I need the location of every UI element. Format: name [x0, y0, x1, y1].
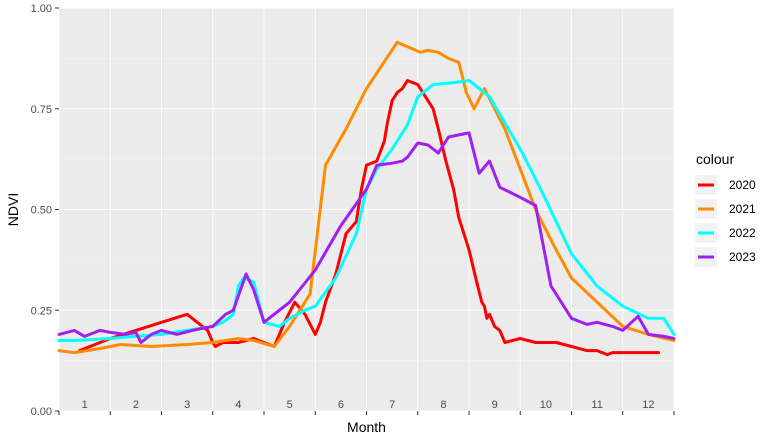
- y-tick-label: 0.25: [31, 305, 52, 317]
- legend: colour 2020 2021 2022 2023: [695, 151, 756, 267]
- x-tick-label-10: 10: [540, 399, 552, 411]
- series-line-2021: [57, 40, 676, 355]
- y-tick-label: 0.00: [31, 406, 52, 418]
- x-axis-ticks: 1 2 3 4 5 6 7 8 9 10 11 12: [58, 399, 675, 415]
- x-tick-label-11: 11: [591, 399, 602, 411]
- x-tick-label-6: 6: [338, 399, 344, 411]
- y-axis-ticks: 0.00 0.25 0.50 0.75 1.00: [31, 3, 59, 418]
- y-axis-title: NDVI: [5, 193, 21, 226]
- y-tick-label: 0.50: [31, 205, 52, 217]
- x-tick-label-12: 12: [642, 399, 654, 411]
- x-tick-label-9: 9: [492, 399, 498, 411]
- x-tick-label-3: 3: [184, 399, 190, 411]
- legend-label-2021: 2021: [729, 202, 756, 216]
- y-tick-label: 1.00: [31, 3, 52, 15]
- x-axis-title: Month: [347, 419, 386, 435]
- x-tick-label-4: 4: [235, 399, 241, 411]
- series-line-2023: [57, 131, 676, 344]
- legend-title: colour: [696, 151, 734, 167]
- y-tick-label: 0.75: [31, 104, 52, 116]
- series-lines: [57, 40, 676, 357]
- legend-label-2022: 2022: [729, 226, 756, 240]
- x-tick-label-5: 5: [287, 399, 293, 411]
- x-tick-label-2: 2: [133, 399, 139, 411]
- x-tick-label-8: 8: [440, 399, 446, 411]
- x-tick-label-7: 7: [389, 399, 395, 411]
- x-tick-label-1: 1: [82, 399, 88, 411]
- legend-label-2023: 2023: [729, 250, 756, 264]
- legend-label-2020: 2020: [729, 178, 756, 192]
